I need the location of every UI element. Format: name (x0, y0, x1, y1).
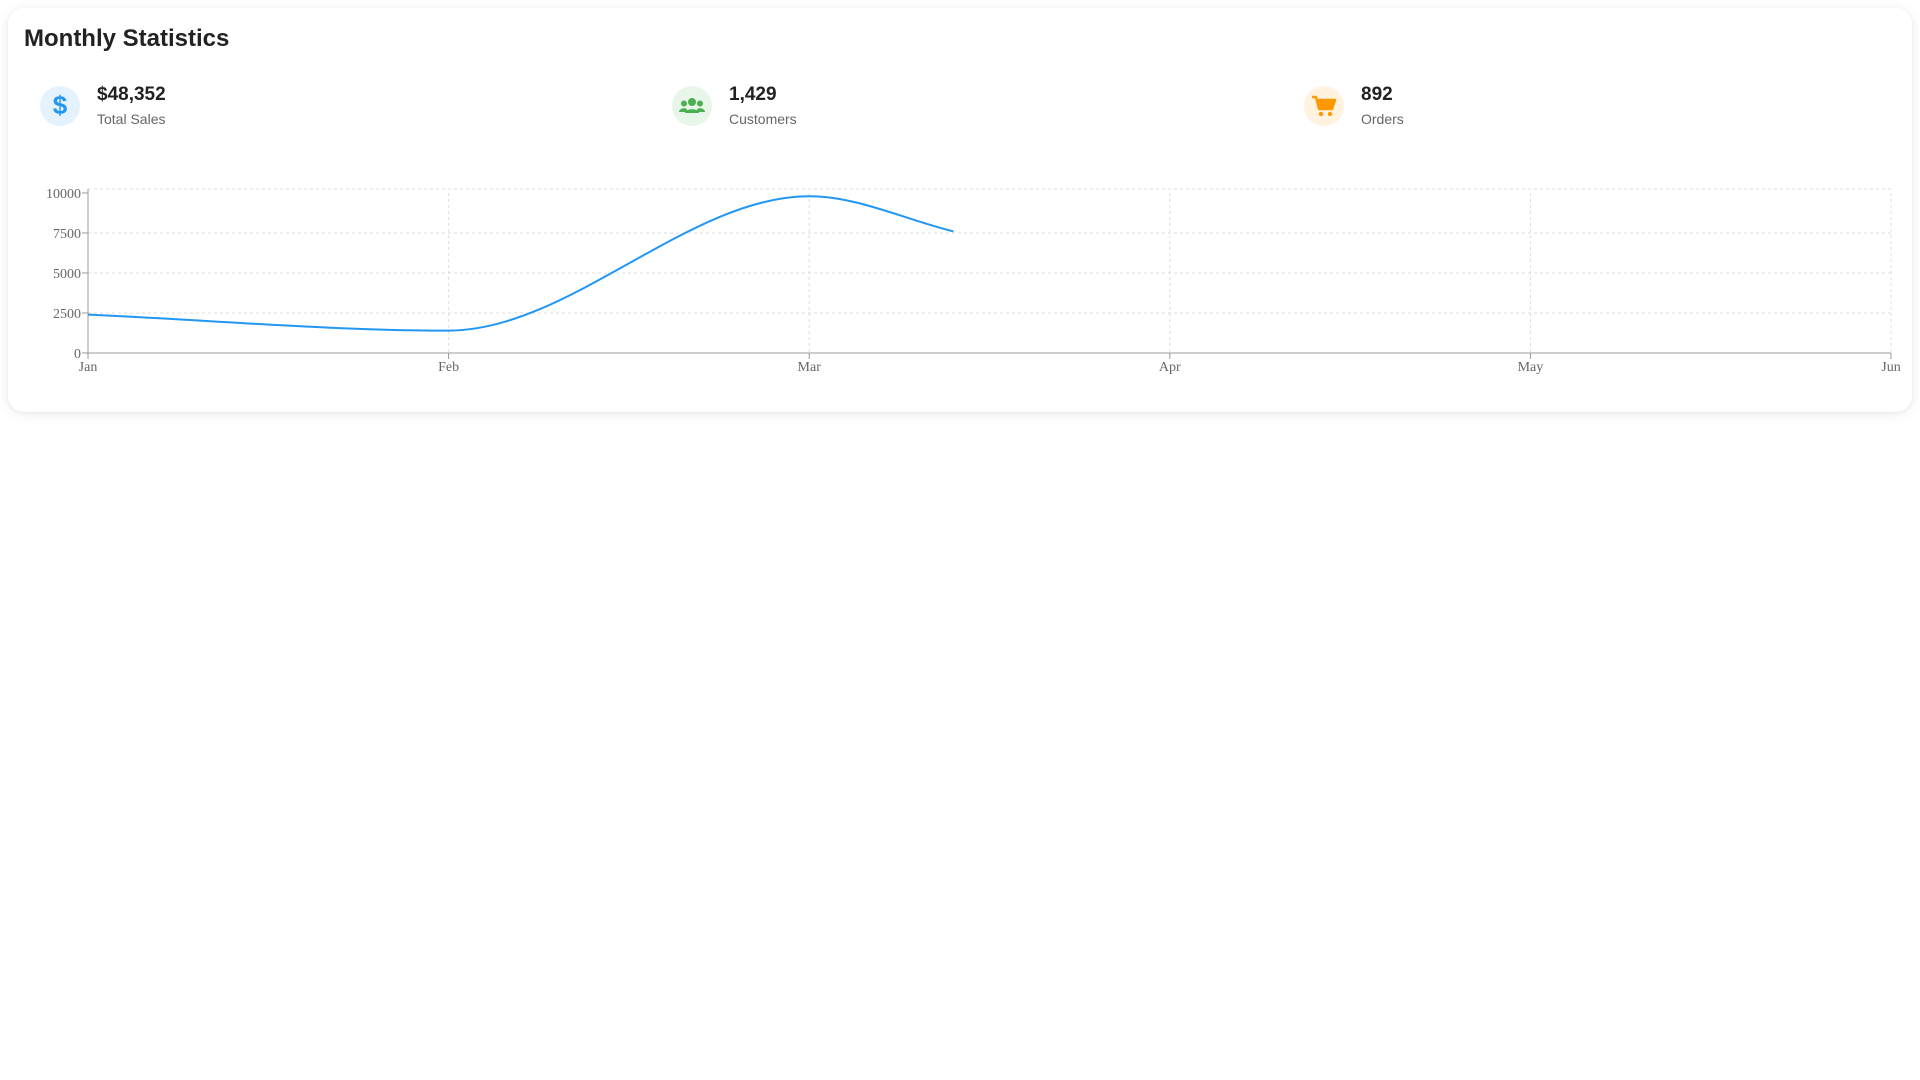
stat-label-customers: Customers (729, 110, 797, 127)
series-line (87, 195, 954, 332)
card-title: Monthly Statistics (24, 25, 230, 52)
x-tick-label: Apr (1159, 360, 1181, 375)
y-tick-label: 2500 (53, 307, 81, 322)
x-tick-label: Feb (438, 360, 459, 375)
cart-icon (1304, 86, 1344, 126)
statistics-card: Monthly Statistics (8, 8, 1912, 412)
stat-value-orders: 892 (1361, 83, 1393, 105)
y-tick-label: 10000 (46, 187, 81, 202)
y-tick-label: 7500 (53, 227, 81, 242)
stat-value-total-sales: $48,352 (97, 83, 166, 105)
stats-row: $ $48,352 Total Sales 1,429 Customers (32, 76, 1920, 136)
stat-orders: 892 Orders (1304, 76, 1404, 136)
svg-text:$: $ (53, 93, 68, 119)
dollar-icon: $ (40, 86, 80, 126)
stat-label-total-sales: Total Sales (97, 110, 166, 127)
x-tick-label: Jan (79, 360, 98, 375)
line-chart: 0 2500 5000 7500 10000 Jan Feb Mar Apr May Jun (46, 187, 1901, 375)
stat-label-orders: Orders (1361, 110, 1404, 127)
x-tick-label: Mar (798, 360, 822, 375)
x-tick-label: Jun (1881, 360, 1900, 375)
stat-customers: 1,429 Customers (672, 76, 797, 136)
x-tick-label: May (1518, 360, 1544, 375)
stat-value-customers: 1,429 (729, 83, 777, 105)
y-tick-label: 5000 (53, 267, 81, 282)
users-icon (672, 86, 712, 126)
y-tick-label: 0 (74, 347, 81, 362)
stat-total-sales: $ $48,352 Total Sales (40, 76, 166, 136)
